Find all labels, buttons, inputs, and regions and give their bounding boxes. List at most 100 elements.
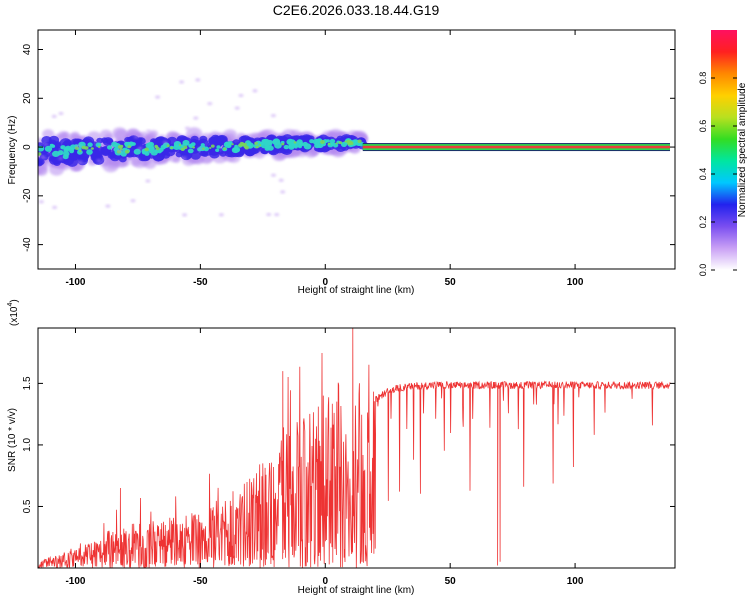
spectrogram-blob <box>38 152 42 156</box>
snr-y-tick-label: 1.0 <box>22 438 33 452</box>
spectrogram-blob <box>283 144 289 150</box>
snr-y-tick-label: 1.5 <box>22 376 33 390</box>
spectrogram-blob <box>172 156 181 163</box>
spectrogram-blob <box>175 151 183 158</box>
spectrogram-blob <box>254 141 258 145</box>
spectrogram-outlier <box>145 179 151 183</box>
snr-x-tick-label: 100 <box>567 576 584 587</box>
spectrogram-blob <box>223 147 227 150</box>
spectrogram-blob <box>49 143 54 148</box>
colorbar: 0.0 0.2 0.4 0.6 0.8 Normalized spectral ampl… <box>698 30 748 276</box>
snr-x-axis: -100 -50 0 50 100 <box>65 328 584 587</box>
spectrogram-blob <box>231 147 239 154</box>
spectrogram-outlier <box>184 126 190 130</box>
snr-x-tick-label: 0 <box>322 576 328 587</box>
spectrogram-blob <box>210 144 215 148</box>
spectrogram-outlier <box>103 161 109 165</box>
snr-multiplier-exp: 4 <box>7 303 14 307</box>
spectrogram-blob <box>147 147 154 153</box>
spectrogram-outlier <box>146 129 151 133</box>
snr-x-tick-label: 50 <box>445 576 457 587</box>
spectrogram-blob <box>225 141 230 145</box>
spectrogram-blob <box>335 142 338 145</box>
snr-y-tick-label: 0.5 <box>22 499 33 513</box>
spectrogram-blob <box>241 143 246 147</box>
colorbar-gradient <box>711 30 737 270</box>
spectrogram-blob <box>53 159 61 166</box>
spectrogram-blob <box>267 145 274 151</box>
spectrogram-blob <box>155 146 160 151</box>
spectrogram-blob <box>326 139 330 143</box>
spectrogram-blob <box>86 149 93 155</box>
spectrogram-blob <box>62 154 69 160</box>
spectrogram-blob <box>170 146 174 150</box>
spectrogram-blob <box>154 144 158 148</box>
colorbar-tick-label: 0.8 <box>698 72 708 85</box>
spectrogram-blob <box>60 145 66 150</box>
spectrogram-outlier <box>137 146 143 150</box>
snr-x-tick-label: -100 <box>65 576 85 587</box>
spectrogram-outlier <box>238 94 244 97</box>
spectrogram-blob <box>272 138 281 145</box>
snr-multiplier-close: ) <box>9 299 20 302</box>
spectrogram-x-tick-label: 50 <box>445 277 457 288</box>
spectrogram-blob <box>234 144 239 148</box>
spectrogram-blob <box>90 150 103 161</box>
spectrogram-outlier <box>280 190 286 194</box>
spectrogram-blob <box>157 149 162 154</box>
spectrogram-blob <box>216 145 221 149</box>
spectrogram-outlier <box>234 106 240 110</box>
colorbar-tick-label: 0.6 <box>698 120 708 133</box>
spectrogram-outlier <box>59 135 65 139</box>
spectrogram-outlier <box>162 140 168 144</box>
spectrogram-blob <box>281 142 285 146</box>
spectrogram-blob <box>87 142 93 147</box>
snr-x-tick-label: -50 <box>193 576 208 587</box>
spectrogram-outlier <box>218 213 224 217</box>
spectrogram-blob <box>127 145 131 149</box>
snr-frame <box>37 327 676 569</box>
spectrogram-outlier <box>181 156 187 160</box>
spectrogram-outlier <box>76 144 82 148</box>
spectrogram-outlier <box>78 160 83 164</box>
spectrogram-outlier <box>274 213 280 217</box>
spectrogram-outlier <box>58 157 64 160</box>
spectrogram-x-tick-label: 100 <box>567 277 584 288</box>
figure-title: C2E6.2026.033.18.44.G19 <box>273 2 440 18</box>
spectrogram-blob <box>190 142 196 147</box>
spectrogram-outlier <box>266 213 272 216</box>
spectrogram-blob <box>202 147 205 150</box>
spectrogram-outlier <box>40 155 46 159</box>
svg-text:(x104): (x104) <box>7 299 20 326</box>
spectrogram-y-axis: -40 -20 0 20 40 <box>22 44 675 252</box>
spectrogram-blob <box>166 144 170 147</box>
spectrogram-x-tick-label: -100 <box>65 277 85 288</box>
spectrogram-blob <box>296 139 303 145</box>
spectrogram-blob <box>136 137 143 143</box>
spectrogram-signal <box>38 78 671 217</box>
spectrogram-outlier <box>155 95 161 99</box>
spectrogram-blob <box>209 147 212 149</box>
spectrogram-blob <box>144 147 149 152</box>
spectrogram-outlier <box>133 135 139 139</box>
spectrogram-y-tick-label: 40 <box>22 44 33 56</box>
spectrogram-outlier <box>195 78 201 82</box>
spectrogram-line-peak <box>362 145 671 149</box>
spectrogram-blob <box>107 152 116 159</box>
spectrogram-blob <box>63 139 72 147</box>
colorbar-axis: 0.0 0.2 0.4 0.6 0.8 <box>698 72 737 276</box>
spectrogram-y-tick-label: 0 <box>22 144 33 150</box>
spectrogram-blob <box>190 151 201 160</box>
spectrogram-blob <box>302 141 309 147</box>
spectrogram-blob <box>70 144 77 150</box>
spectrogram-blob <box>215 148 220 152</box>
spectrogram-outlier <box>278 178 284 182</box>
colorbar-tick-label: 0.4 <box>698 168 708 181</box>
spectrogram-blob <box>84 146 89 150</box>
spectrogram-x-axis: -100 -50 0 50 100 <box>65 30 584 288</box>
spectrogram-panel: -100 -50 0 50 100 -40 -20 0 20 40 Height of stra… <box>7 29 676 296</box>
spectrogram-outlier <box>270 114 276 118</box>
spectrogram-blob <box>97 145 101 148</box>
spectrogram-blob <box>357 139 362 144</box>
